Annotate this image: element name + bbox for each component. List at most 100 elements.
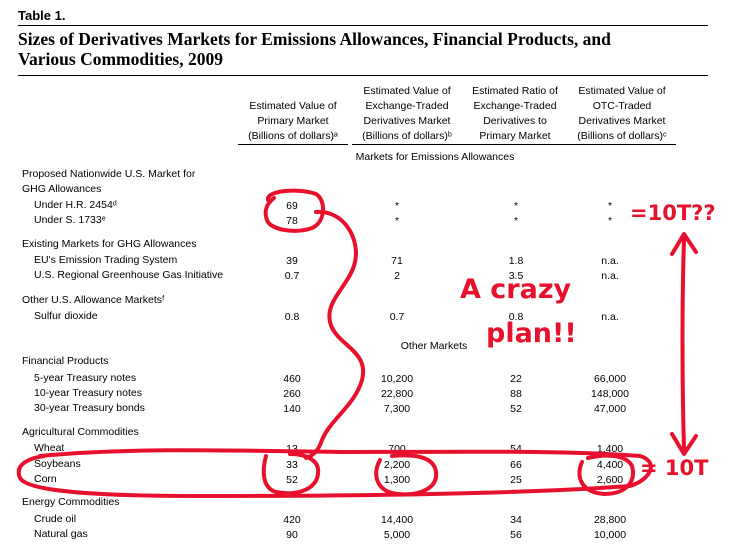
cell: 88 [510, 388, 522, 400]
section-emissions: Markets for Emissions Allowances [355, 151, 515, 163]
cell: 90 [286, 529, 298, 541]
group-label: Proposed Nationwide U.S. Market for [22, 168, 196, 180]
row-label: Natural gas [34, 528, 88, 540]
header-line: Derivatives Market [578, 115, 666, 127]
group-label: Financial Products [22, 355, 109, 367]
cell: 34 [510, 514, 522, 526]
cell: n.a. [601, 311, 619, 323]
cell: 54 [510, 443, 522, 455]
header-line: (Billions of dollars)ᶜ [568, 129, 676, 145]
header-line: (Billions of dollars)ᵃ [238, 129, 348, 145]
cell: 28,800 [593, 514, 627, 526]
header-line: Estimated Value of [363, 85, 451, 97]
cell: 66 [510, 459, 522, 471]
group-label: Other U.S. Allowance Marketsᶠ [22, 294, 165, 306]
cell: 33 [286, 459, 298, 471]
cell: * [394, 200, 400, 212]
cell: 52 [510, 403, 522, 415]
cell: 260 [283, 388, 301, 400]
cell: * [607, 200, 613, 212]
cell: 10,200 [380, 373, 414, 385]
header-line: OTC-Traded [592, 100, 652, 112]
header-line: Estimated Ratio of [472, 85, 558, 97]
row-label: 30-year Treasury bonds [34, 402, 145, 414]
cell: 1,300 [383, 474, 411, 486]
group-label: Agricultural Commodities [22, 426, 139, 438]
cell: 78 [286, 215, 298, 227]
col-header-exchange-traded: Estimated Value of Exchange-Traded Deriv… [352, 84, 462, 145]
cell: 22,800 [380, 388, 414, 400]
cell: 3.5 [508, 270, 524, 282]
cell: 7,300 [383, 403, 411, 415]
header-line: Exchange-Traded [365, 100, 449, 112]
row-label: EU's Emission Trading System [34, 254, 178, 266]
cell: 71 [391, 255, 403, 267]
loop-soybeans-corn [16, 448, 653, 498]
cell: 0.7 [389, 311, 405, 323]
cell: 2 [394, 270, 400, 282]
row-label: Under H.R. 2454ᵈ [34, 199, 117, 211]
table-title: Sizes of Derivatives Markets for Emissio… [18, 29, 708, 69]
connector-line [304, 209, 366, 460]
cell: 140 [283, 403, 301, 415]
cell: * [513, 215, 519, 227]
row-label: Sulfur dioxide [34, 310, 98, 322]
cell: * [513, 200, 519, 212]
cell: 10,000 [593, 529, 627, 541]
cell: * [394, 215, 400, 227]
cell: * [607, 215, 613, 227]
cell: 1,400 [596, 443, 624, 455]
header-line: Derivatives to [483, 115, 547, 127]
cell: 460 [283, 373, 301, 385]
cell: 148,000 [591, 388, 629, 400]
header-line: (Billions of dollars)ᵇ [352, 129, 462, 145]
cell: 66,000 [593, 373, 627, 385]
cell: 0.8 [508, 311, 524, 323]
table-number: Table 1. [18, 8, 66, 23]
cell: 52 [286, 474, 298, 486]
cell: 47,000 [593, 403, 627, 415]
cell: 69 [286, 200, 298, 212]
cell: 2,600 [596, 474, 624, 486]
section-other: Other Markets [400, 340, 468, 352]
note-10t-question: =10T?? [630, 201, 716, 225]
top-rule [18, 25, 708, 26]
row-label: Soybeans [34, 458, 81, 470]
cell: 2,200 [383, 459, 411, 471]
col-header-ratio: Estimated Ratio of Exchange-Traded Deriv… [462, 84, 568, 145]
header-line: Exchange-Traded [473, 100, 557, 112]
cell: n.a. [601, 270, 619, 282]
cell: 25 [510, 474, 522, 486]
header-line: Primary Market [257, 115, 329, 127]
row-label: Corn [34, 473, 57, 485]
header-line: Primary Market [462, 129, 568, 145]
header-line: Derivatives Market [363, 115, 451, 127]
cell: 39 [286, 255, 298, 267]
cell: 5,000 [383, 529, 411, 541]
header-line: Estimated Value of [249, 100, 337, 112]
cell: 420 [283, 514, 301, 526]
cell: 4,400 [596, 459, 624, 471]
group-label: Energy Commodities [22, 496, 120, 508]
cell: 700 [388, 443, 406, 455]
cell: 1.8 [508, 255, 524, 267]
note-10t: = 10T [640, 456, 709, 480]
cell: 14,400 [380, 514, 414, 526]
cell: n.a. [601, 255, 619, 267]
row-label: 5-year Treasury notes [34, 372, 137, 384]
title-line-1: Sizes of Derivatives Markets for Emissio… [18, 29, 611, 49]
group-label: Existing Markets for GHG Allowances [22, 238, 197, 250]
title-rule [18, 75, 708, 76]
row-label: Wheat [34, 442, 65, 454]
arrow-head-up [670, 232, 698, 256]
group-label: GHG Allowances [22, 183, 102, 195]
cell: 0.7 [284, 270, 300, 282]
cell: 13 [286, 443, 298, 455]
title-line-2: Various Commodities, 2009 [18, 49, 223, 69]
row-label: Crude oil [34, 513, 77, 525]
row-label: Under S. 1733ᵉ [34, 214, 106, 226]
cell: 0.8 [284, 311, 300, 323]
cell: 22 [510, 373, 522, 385]
row-label: U.S. Regional Greenhouse Gas Initiative [34, 269, 224, 281]
col-header-otc-traded: Estimated Value of OTC-Traded Derivative… [568, 84, 676, 145]
